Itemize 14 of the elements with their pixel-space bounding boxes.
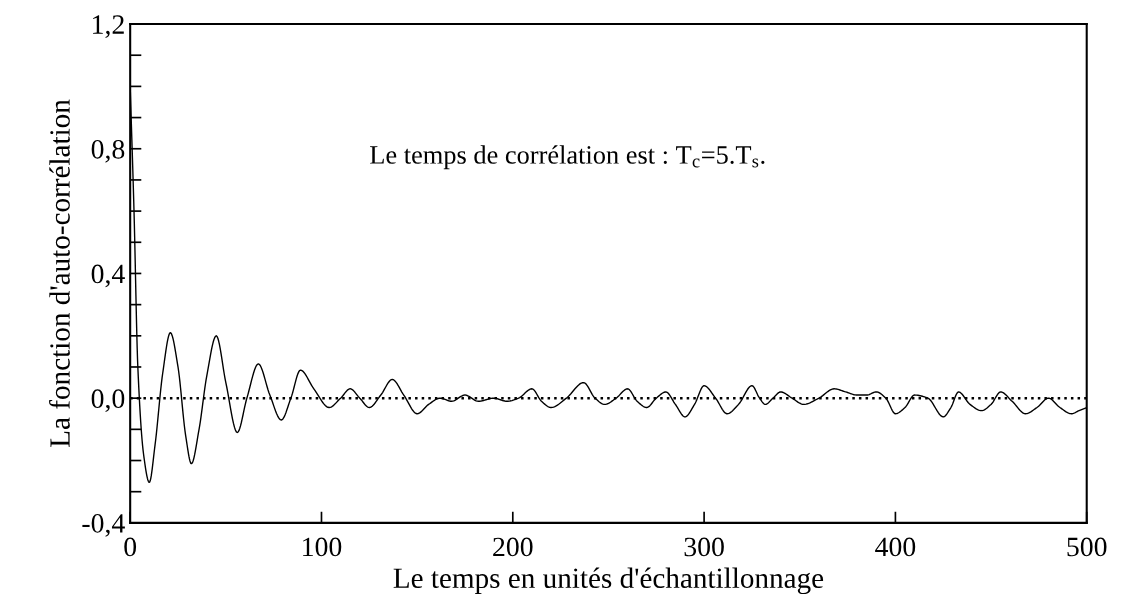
x-tick-label: 200 bbox=[493, 537, 533, 557]
y-tick-label: 1,2 bbox=[93, 15, 124, 38]
y-tick-label: -0,4 bbox=[82, 514, 125, 537]
x-axis-title: Le temps en unités d'échantillonnage bbox=[393, 567, 824, 595]
y-tick-label: 0,8 bbox=[91, 139, 125, 163]
y-tick-label: 0,0 bbox=[91, 389, 125, 413]
x-tick-label: 0 bbox=[124, 537, 137, 557]
x-tick-label: 100 bbox=[303, 537, 342, 557]
y-axis-title: La fonction d'auto-corrélation bbox=[49, 99, 70, 447]
x-tick-label: 300 bbox=[684, 537, 724, 557]
x-tick-label: 400 bbox=[875, 537, 916, 557]
annotation: Le temps de corrélation est : T$_{c}$=5.T$_{s}$. bbox=[370, 145, 765, 170]
y-tick-label: 0,4 bbox=[91, 264, 125, 288]
x-tick-label: 500 bbox=[1067, 537, 1107, 557]
